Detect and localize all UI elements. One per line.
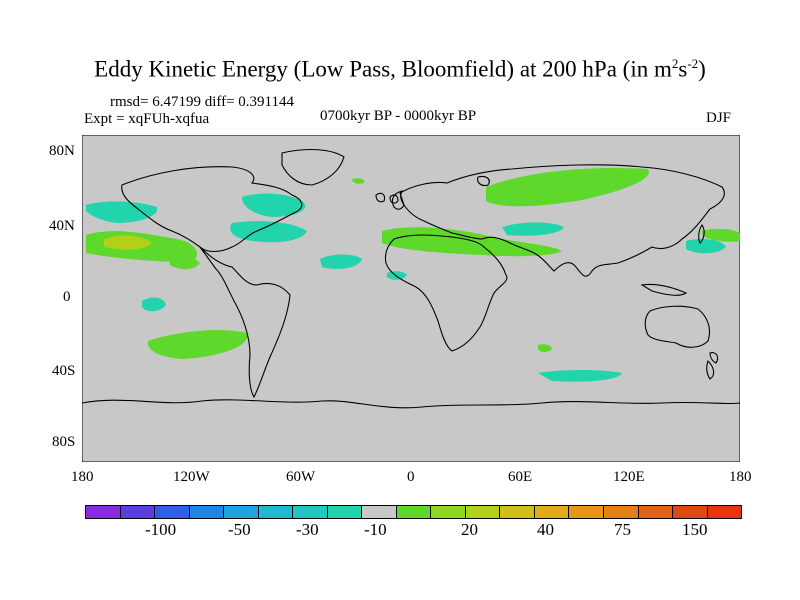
lon-label: 0 (407, 469, 415, 485)
anomaly-patch (104, 235, 152, 250)
lat-label: 80N (49, 143, 75, 159)
colorbar-swatch (86, 506, 121, 518)
colorbar-swatch (673, 506, 708, 518)
anomaly-patch (538, 370, 622, 382)
colorbar-swatch (293, 506, 328, 518)
colorbar-swatch (155, 506, 190, 518)
colorbar-label: 40 (537, 520, 554, 539)
experiment-label: Expt = xqFUh-xqfua (84, 111, 210, 127)
colorbar-swatch (465, 506, 501, 518)
colorbar-swatch (603, 506, 639, 518)
lat-label: 80S (52, 434, 76, 450)
anomaly-patch (320, 254, 362, 269)
colorbar-swatch (396, 506, 432, 518)
stats-label: rmsd= 6.47199 diff= 0.391144 (110, 94, 294, 110)
coastlines (82, 149, 740, 409)
map-background (82, 135, 740, 462)
anomaly-patch (387, 271, 407, 280)
anomaly-patch (352, 178, 365, 184)
colorbar-swatch (327, 506, 363, 518)
map-frame (82, 135, 740, 462)
season-label: DJF (706, 110, 732, 126)
colorbar-label: 20 (461, 520, 478, 539)
anomaly-patch (142, 297, 166, 312)
lon-label: 180 (729, 469, 752, 485)
anomaly-patch (170, 254, 200, 270)
colorbar-swatch (258, 506, 294, 518)
anomaly-patch (382, 227, 562, 257)
anomaly-patch (538, 344, 552, 352)
colorbar-swatch (362, 506, 397, 518)
anomaly-patch (502, 222, 564, 236)
colorbar-swatch (534, 506, 570, 518)
anomaly-patch (86, 201, 158, 223)
lat-label: 0 (63, 289, 71, 305)
map-canvas (82, 135, 740, 462)
chart-title: Eddy Kinetic Energy (Low Pass, Bloomfiel… (94, 56, 706, 82)
lat-label: 40S (52, 363, 76, 379)
colorbar-swatch (638, 506, 674, 518)
colorbar-swatch (224, 506, 259, 518)
lat-label: 40N (49, 218, 75, 234)
colorbar-swatch (569, 506, 604, 518)
colorbar-label: -100 (145, 520, 177, 539)
colorbar (85, 505, 742, 519)
colorbar-label: -10 (364, 520, 387, 539)
anomaly-patch (242, 193, 306, 217)
colorbar-swatch (707, 506, 742, 518)
anomaly-patch (702, 228, 740, 242)
colorbar-label: 150 (682, 520, 708, 539)
anomaly-patch (486, 167, 649, 207)
lon-label: 180 (71, 469, 94, 485)
colorbar-swatch (120, 506, 156, 518)
colorbar-swatch (189, 506, 225, 518)
anomaly-patch (230, 221, 307, 243)
colorbar-swatch (431, 506, 466, 518)
lon-label: 60W (286, 469, 316, 485)
lon-label: 120E (613, 469, 645, 485)
colorbar-label: -30 (296, 520, 319, 539)
anomaly-patch (686, 239, 726, 254)
anomaly-patch (147, 330, 248, 359)
colorbar-swatch (500, 506, 535, 518)
colorbar-label: 75 (614, 520, 631, 539)
lon-label: 60E (508, 469, 533, 485)
lon-label: 120W (173, 469, 210, 485)
colorbar-label: -50 (228, 520, 251, 539)
period-label: 0700kyr BP - 0000kyr BP (320, 108, 477, 124)
